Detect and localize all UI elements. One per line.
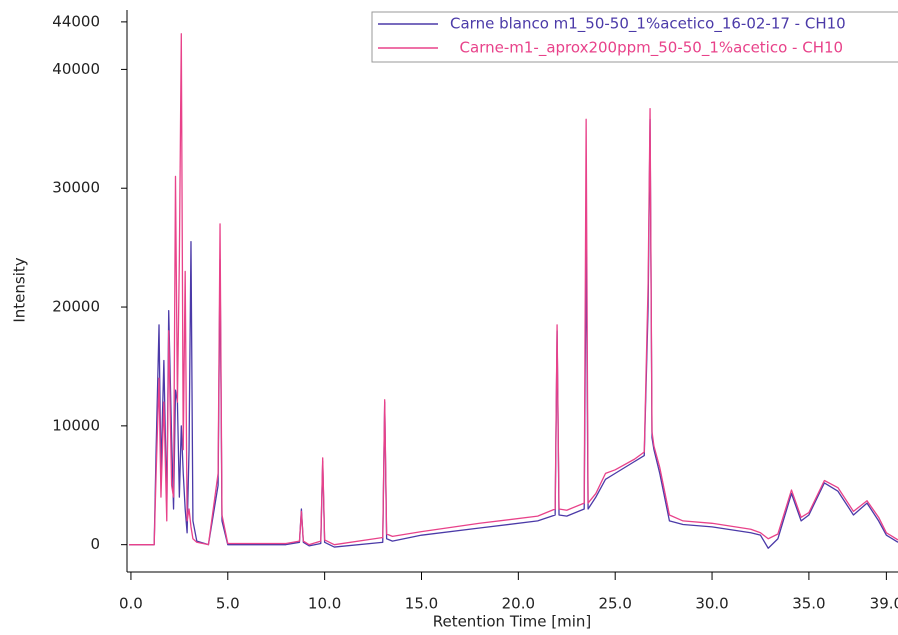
y-tick-label: 0: [90, 535, 100, 553]
y-tick-label: 44000: [52, 12, 100, 30]
y-tick-label: 10000: [52, 416, 100, 434]
x-tick-label: 15.0: [405, 595, 438, 613]
y-axis-label: Intensity: [11, 257, 29, 322]
legend-label: Carne-m1-_aprox200ppm_50-50_1%acetico - …: [450, 39, 843, 58]
x-tick-label: 30.0: [695, 595, 728, 613]
legend: [371, 11, 898, 63]
x-axis-label: Retention Time [min]: [433, 613, 592, 631]
y-tick-label: 40000: [52, 60, 100, 78]
series-line: [129, 118, 898, 549]
x-tick-label: 35.0: [792, 595, 825, 613]
x-tick-label: 25.0: [598, 595, 631, 613]
x-tick-label: 10.0: [308, 595, 341, 613]
x-tick-label: 39.0: [870, 595, 898, 613]
y-tick-label: 20000: [52, 298, 100, 316]
x-tick-label: 0.0: [119, 595, 143, 613]
series-line: [129, 33, 898, 546]
plot-area: [129, 33, 898, 549]
x-tick-label: 20.0: [502, 595, 535, 613]
y-tick-label: 30000: [52, 179, 100, 197]
x-tick-label: 5.0: [216, 595, 240, 613]
legend-label: Carne blanco m1_50-50_1%acetico_16-02-17…: [450, 15, 846, 34]
